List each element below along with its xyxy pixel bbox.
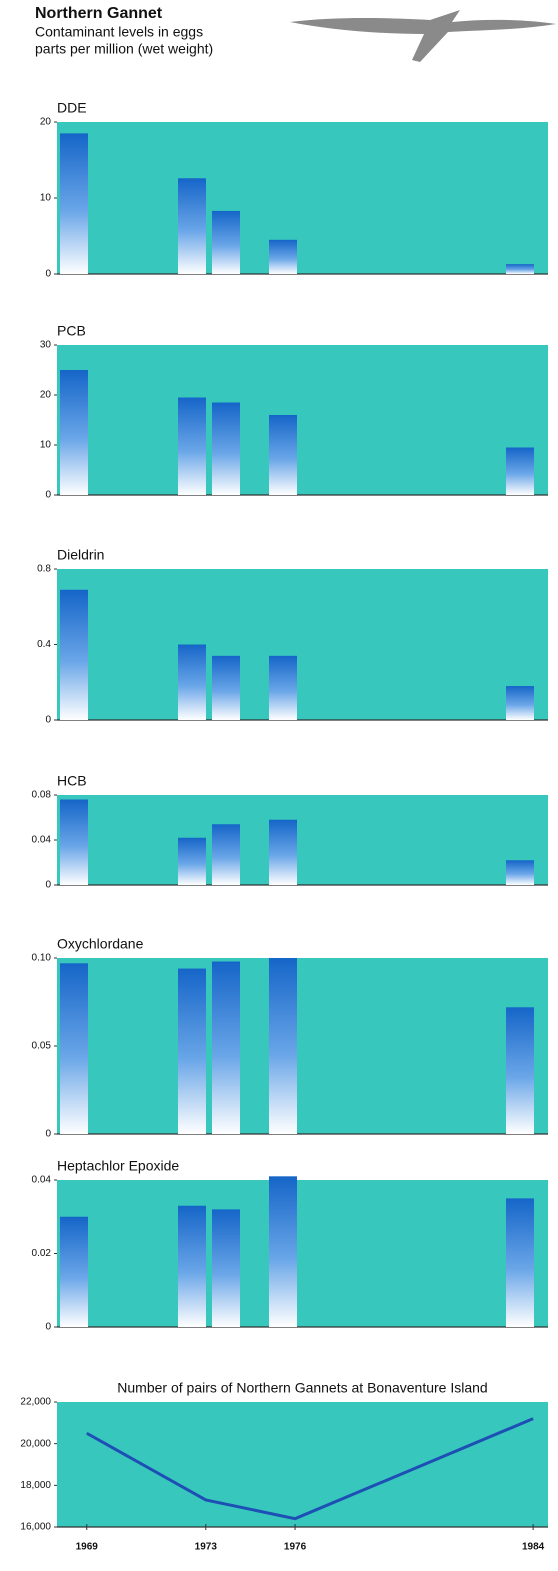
- panel-title: Dieldrin: [57, 547, 104, 563]
- x-tick-label: 1984: [522, 1542, 545, 1553]
- bar: [506, 1198, 534, 1327]
- y-tick-label: 0.8: [37, 564, 51, 575]
- bar: [506, 264, 534, 274]
- panel-title: HCB: [57, 773, 87, 789]
- bar: [269, 819, 297, 885]
- bar: [212, 210, 240, 274]
- y-tick-label: 0.4: [37, 639, 51, 650]
- bar: [212, 1209, 240, 1327]
- y-tick-label: 0: [45, 1129, 51, 1140]
- plot-background: [57, 122, 548, 274]
- panel-title: Oxychlordane: [57, 936, 144, 952]
- x-tick-label: 1976: [284, 1542, 307, 1553]
- units: parts per million (wet weight): [35, 41, 213, 57]
- bar: [269, 1176, 297, 1327]
- panel-title: DDE: [57, 100, 87, 116]
- bar: [178, 1205, 206, 1327]
- y-tick-label: 22,000: [20, 1397, 51, 1408]
- bar: [60, 589, 88, 720]
- bar: [212, 402, 240, 495]
- bar: [60, 799, 88, 885]
- line: [86, 1417, 534, 1521]
- page-title: Northern Gannet: [35, 5, 163, 22]
- bar: [60, 370, 88, 495]
- panel-title: PCB: [57, 323, 86, 339]
- subtitle: Contaminant levels in eggs: [35, 24, 203, 40]
- bar: [60, 133, 88, 274]
- y-tick-label: 0.04: [32, 1175, 52, 1186]
- bar: [178, 837, 206, 885]
- y-tick-label: 18,000: [20, 1480, 51, 1491]
- plot-background: [57, 1402, 548, 1527]
- bar: [269, 415, 297, 495]
- y-tick-label: 10: [40, 440, 52, 451]
- bar: [178, 397, 206, 495]
- y-tick-label: 0.05: [32, 1041, 52, 1052]
- bar: [506, 686, 534, 720]
- y-tick-label: 30: [40, 340, 52, 351]
- y-tick-label: 0: [45, 1322, 51, 1333]
- y-tick-label: 20: [40, 390, 52, 401]
- y-tick-label: 0: [45, 715, 51, 726]
- bar: [178, 968, 206, 1134]
- plot-background: [57, 569, 548, 720]
- bar: [212, 824, 240, 885]
- bar: [212, 961, 240, 1134]
- gannet-illustration: [290, 10, 556, 62]
- y-tick-label: 20,000: [20, 1438, 51, 1449]
- y-tick-label: 0: [45, 269, 51, 280]
- plot-background: [57, 795, 548, 885]
- panel-title: Heptachlor Epoxide: [57, 1158, 179, 1174]
- y-tick-label: 0.10: [32, 953, 52, 964]
- plot-background: [57, 1180, 548, 1327]
- plot-background: [57, 345, 548, 495]
- x-tick-label: 1969: [76, 1542, 99, 1553]
- y-tick-label: 0.08: [32, 790, 52, 801]
- y-tick-label: 20: [40, 117, 52, 128]
- plot-background: [57, 958, 548, 1134]
- y-tick-label: 0.04: [32, 835, 52, 846]
- bar: [212, 655, 240, 720]
- bar: [269, 958, 297, 1134]
- bar: [506, 860, 534, 885]
- bar: [506, 1007, 534, 1134]
- bar: [178, 644, 206, 720]
- bar: [269, 655, 297, 720]
- bar: [60, 963, 88, 1134]
- y-tick-label: 16,000: [20, 1522, 51, 1533]
- y-tick-label: 0: [45, 880, 51, 891]
- y-tick-label: 0.02: [32, 1248, 52, 1259]
- y-tick-label: 0: [45, 490, 51, 501]
- panel-title: Number of pairs of Northern Gannets at B…: [117, 1380, 487, 1396]
- y-tick-label: 10: [40, 193, 52, 204]
- bar: [269, 239, 297, 274]
- bar: [506, 447, 534, 495]
- bar: [178, 178, 206, 274]
- bar: [60, 1216, 88, 1327]
- x-tick-label: 1973: [195, 1542, 218, 1553]
